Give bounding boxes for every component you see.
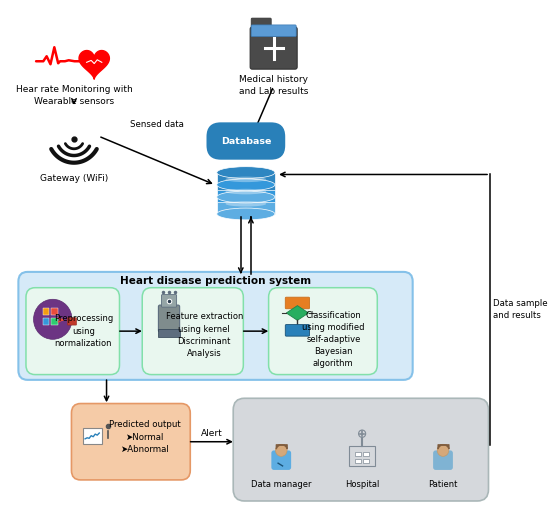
FancyBboxPatch shape	[271, 450, 291, 470]
FancyBboxPatch shape	[18, 272, 412, 380]
Circle shape	[34, 299, 72, 340]
Bar	[43, 308, 49, 315]
Text: Predicted output
➤Normal
➤Abnormal: Predicted output ➤Normal ➤Abnormal	[109, 420, 180, 455]
Bar	[217, 197, 275, 214]
Bar	[355, 451, 361, 456]
Polygon shape	[79, 51, 109, 79]
Polygon shape	[287, 306, 309, 320]
Circle shape	[437, 444, 449, 456]
Text: Heart disease prediction system: Heart disease prediction system	[120, 276, 311, 286]
Bar	[364, 458, 369, 463]
Ellipse shape	[226, 177, 266, 182]
Text: Gateway (WiFi): Gateway (WiFi)	[40, 174, 108, 183]
Bar	[364, 451, 369, 456]
FancyBboxPatch shape	[162, 295, 177, 307]
Bar	[158, 329, 180, 337]
Text: Sensed data: Sensed data	[130, 120, 184, 129]
FancyBboxPatch shape	[433, 450, 453, 470]
Text: Feature extraction
using kernel
Discriminant
Analysis: Feature extraction using kernel Discrimi…	[166, 313, 243, 358]
Text: Alert: Alert	[201, 429, 223, 438]
Text: Database: Database	[221, 137, 271, 146]
FancyBboxPatch shape	[142, 288, 243, 374]
FancyBboxPatch shape	[251, 18, 271, 29]
Bar	[51, 308, 58, 315]
Ellipse shape	[217, 167, 275, 178]
Ellipse shape	[217, 191, 275, 203]
Ellipse shape	[226, 201, 266, 206]
Ellipse shape	[217, 208, 275, 220]
Bar	[355, 458, 361, 463]
FancyBboxPatch shape	[285, 325, 310, 336]
Bar	[51, 318, 58, 325]
FancyBboxPatch shape	[26, 288, 119, 374]
Text: Classification
using modified
self-adaptive
Bayesian
algorithm: Classification using modified self-adapt…	[302, 310, 365, 368]
Circle shape	[359, 430, 366, 437]
Ellipse shape	[226, 189, 266, 194]
FancyBboxPatch shape	[268, 288, 377, 374]
FancyBboxPatch shape	[72, 403, 190, 480]
Text: Data manager: Data manager	[251, 480, 311, 489]
Circle shape	[276, 444, 287, 456]
FancyBboxPatch shape	[68, 318, 76, 325]
FancyBboxPatch shape	[158, 305, 180, 332]
Bar	[217, 173, 275, 190]
Text: Hospital: Hospital	[345, 480, 380, 489]
Bar	[83, 428, 102, 444]
FancyBboxPatch shape	[285, 297, 310, 309]
Text: Hear rate Monitoring with
Wearable sensors: Hear rate Monitoring with Wearable senso…	[15, 85, 133, 106]
Text: Data sample
and results: Data sample and results	[493, 299, 547, 320]
FancyBboxPatch shape	[251, 25, 296, 36]
Ellipse shape	[217, 179, 275, 191]
Bar	[43, 318, 49, 325]
FancyBboxPatch shape	[233, 398, 488, 501]
Bar	[349, 446, 375, 466]
Text: Medical history
and Lab results: Medical history and Lab results	[239, 76, 309, 96]
Bar	[217, 185, 275, 202]
FancyBboxPatch shape	[250, 27, 297, 69]
Text: Patient: Patient	[428, 480, 458, 489]
Text: Preprocessing
using
normalization: Preprocessing using normalization	[54, 315, 113, 348]
